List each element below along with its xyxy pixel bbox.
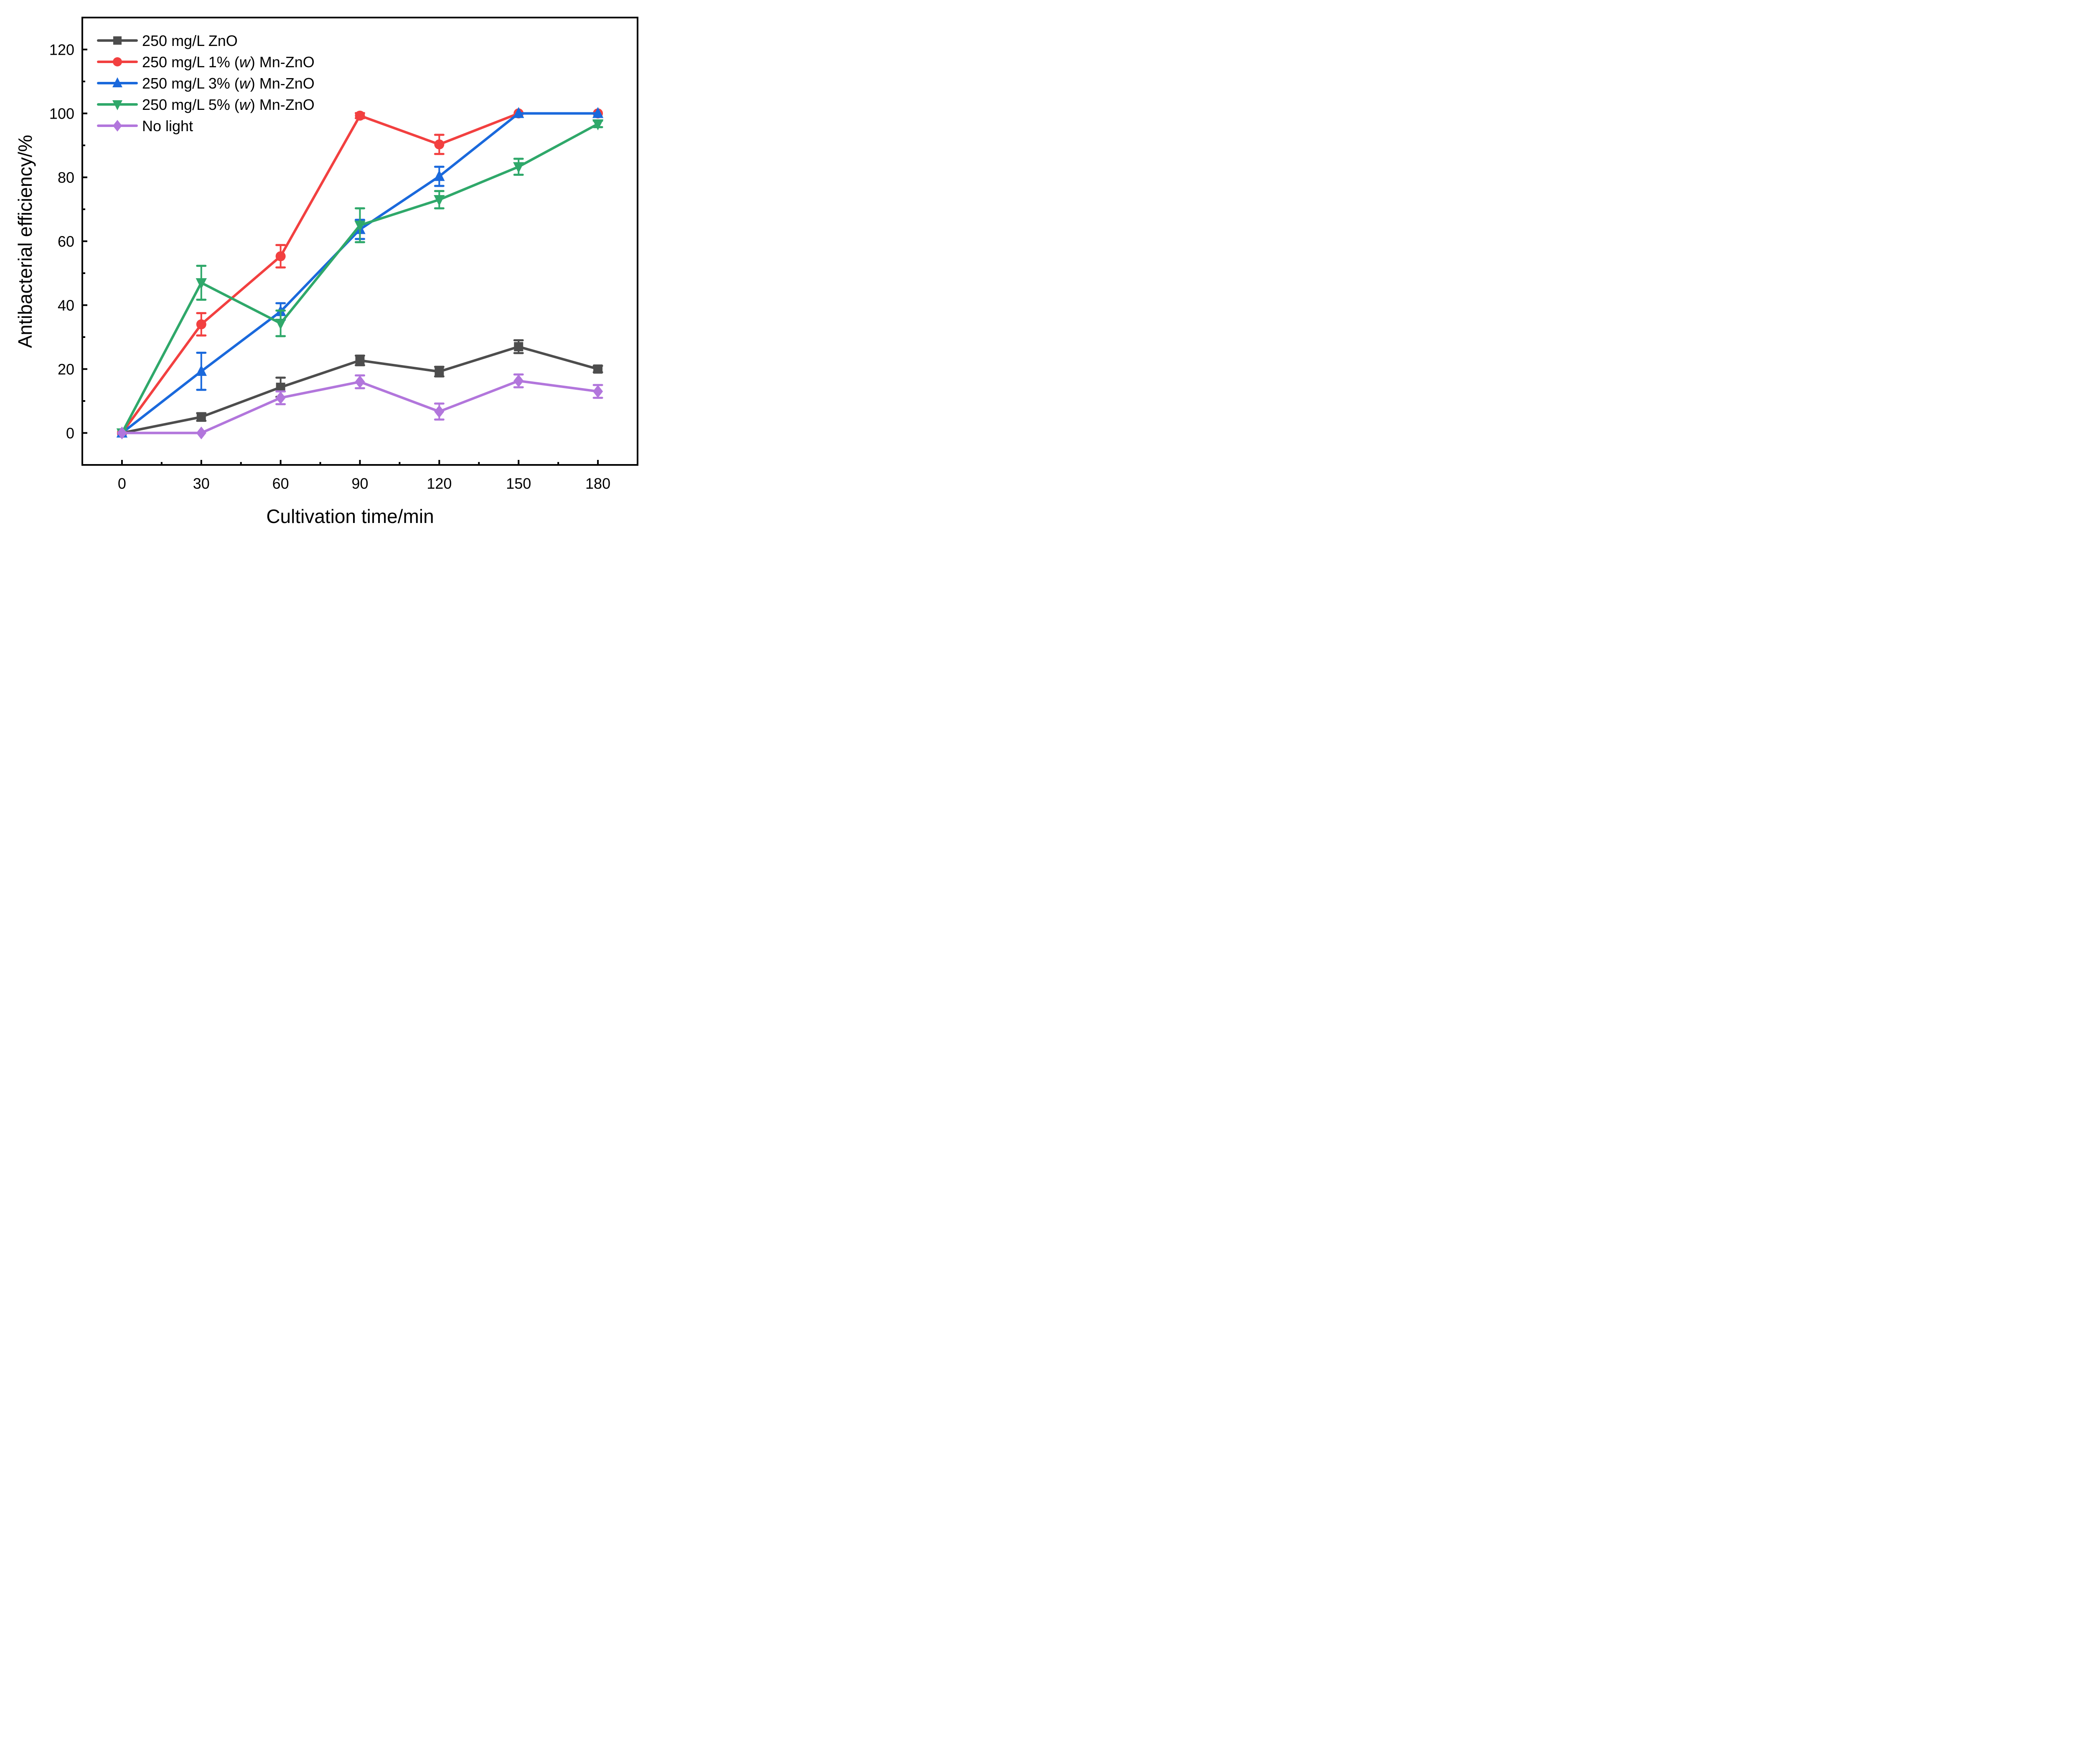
y-tick-label: 20 — [58, 361, 74, 378]
legend-marker — [113, 57, 122, 66]
chart: 0 30 60 90 120 150 180 0 20 40 60 80 100 120 250 mg/… — [14, 17, 638, 527]
data-point — [435, 367, 444, 376]
data-point — [275, 391, 286, 404]
series-layer — [116, 107, 604, 439]
y-tick-label: 40 — [58, 297, 74, 314]
x-tick-label: 30 — [193, 475, 210, 492]
legend-marker — [112, 77, 122, 87]
series-0 — [117, 339, 603, 438]
data-point — [592, 385, 603, 398]
y-axis-ticks: 0 20 40 60 80 100 120 — [49, 41, 87, 442]
series-3 — [116, 119, 604, 439]
y-axis-title: Antibacterial efficiency/% — [14, 135, 36, 348]
y-tick-label: 100 — [49, 105, 74, 122]
data-point — [355, 110, 365, 121]
legend-label: 250 mg/L 3% (w) Mn-ZnO — [142, 75, 315, 92]
data-point — [354, 221, 366, 232]
y-tick-label: 60 — [58, 233, 74, 250]
legend-item: 250 mg/L 1% (w) Mn-ZnO — [97, 53, 315, 71]
data-point — [593, 364, 603, 374]
data-point — [513, 107, 524, 118]
data-point — [196, 365, 207, 376]
data-point — [196, 412, 206, 422]
data-point — [275, 251, 286, 261]
data-point — [513, 374, 524, 388]
y-tick-label: 0 — [66, 425, 74, 442]
legend-item: No light — [97, 117, 193, 135]
data-point — [196, 278, 207, 289]
data-point — [117, 426, 127, 439]
x-tick-label: 60 — [272, 475, 289, 492]
legend-label: 250 mg/L ZnO — [142, 32, 238, 49]
legend-marker — [113, 120, 122, 132]
data-point — [355, 375, 365, 388]
data-point — [275, 319, 286, 330]
data-point — [434, 405, 445, 418]
data-point — [196, 426, 206, 439]
x-tick-label: 0 — [118, 475, 126, 492]
series-4 — [117, 373, 603, 439]
x-axis-title: Cultivation time/min — [266, 505, 434, 527]
y-tick-label: 80 — [58, 169, 74, 186]
legend-marker — [112, 100, 122, 110]
data-point — [355, 355, 365, 365]
legend-item: 250 mg/L ZnO — [97, 32, 238, 49]
legend-label: No light — [142, 117, 193, 135]
x-tick-label: 90 — [351, 475, 368, 492]
legend-label: 250 mg/L 5% (w) Mn-ZnO — [142, 96, 315, 113]
data-point — [434, 170, 445, 181]
data-point — [514, 342, 524, 351]
data-point — [513, 162, 524, 173]
x-tick-label: 180 — [585, 475, 610, 492]
x-tick-label: 150 — [506, 475, 531, 492]
data-point — [276, 383, 285, 392]
legend-item: 250 mg/L 3% (w) Mn-ZnO — [97, 75, 315, 92]
x-tick-label: 120 — [427, 475, 452, 492]
data-point — [592, 119, 604, 131]
x-axis-ticks: 0 30 60 90 120 150 180 — [118, 460, 610, 492]
y-tick-label: 120 — [49, 41, 74, 58]
legend-label: 250 mg/L 1% (w) Mn-ZnO — [142, 53, 315, 71]
data-point — [592, 107, 604, 118]
legend-marker — [113, 36, 122, 45]
data-point — [434, 139, 445, 150]
legend: 250 mg/L ZnO 250 mg/L 1% (w) Mn-ZnO 250 mg… — [97, 32, 315, 135]
data-point — [196, 319, 206, 330]
data-point — [434, 195, 445, 206]
legend-item: 250 mg/L 5% (w) Mn-ZnO — [97, 96, 315, 113]
